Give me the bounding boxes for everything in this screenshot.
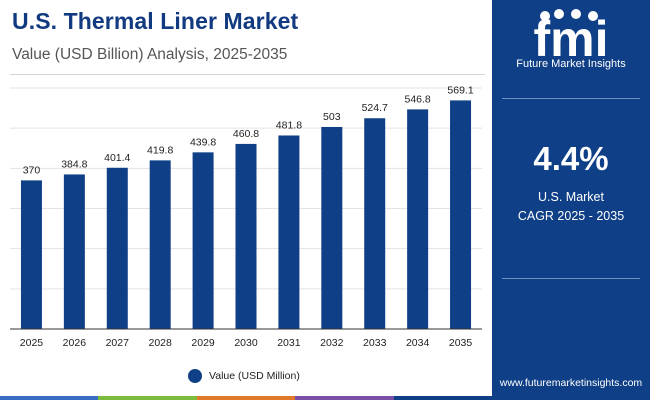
data-label-2032: 503	[323, 111, 341, 123]
cagr-label: U.S. Market CAGR 2025 - 2035	[492, 188, 650, 226]
header-divider	[10, 74, 485, 75]
bar-2030	[235, 143, 257, 329]
x-tick-label-2032: 2032	[320, 337, 344, 349]
chart-legend: Value (USD Million)	[188, 369, 300, 383]
strip-segment	[98, 396, 197, 400]
bar-2031	[278, 135, 300, 329]
data-label-2034: 546.8	[404, 93, 430, 105]
chart-subtitle: Value (USD Billion) Analysis, 2025-2035	[12, 46, 288, 63]
cagr-label-market: U.S. Market	[538, 190, 604, 204]
bar-2029	[192, 152, 214, 329]
bar-2032	[321, 126, 343, 329]
data-label-2027: 401.4	[104, 152, 130, 164]
data-label-2028: 419.8	[147, 144, 173, 156]
x-tick-label-2033: 2033	[363, 337, 387, 349]
panel-divider-bottom	[502, 278, 640, 279]
strip-segment	[196, 396, 296, 400]
panel-divider-top	[502, 98, 640, 99]
logo-globe-icon	[540, 11, 550, 21]
x-tick-label-2027: 2027	[106, 337, 130, 349]
bar-2028	[149, 160, 171, 329]
x-tick-label-2028: 2028	[149, 337, 173, 349]
fmi-logo: fmi	[534, 9, 609, 67]
data-label-2025: 370	[23, 164, 41, 176]
data-label-2035: 569.1	[447, 84, 473, 96]
data-label-2026: 384.8	[61, 158, 87, 170]
legend-label: Value (USD Million)	[209, 370, 300, 382]
x-tick-label-2029: 2029	[191, 337, 215, 349]
logo-chart-icon	[571, 9, 581, 19]
x-tick-label-2034: 2034	[406, 337, 430, 349]
strip-segment	[295, 396, 394, 400]
cagr-label-period: CAGR 2025 - 2035	[517, 209, 625, 223]
data-label-2029: 439.8	[190, 136, 216, 148]
data-label-2031: 481.8	[276, 119, 302, 131]
bottom-color-strip	[0, 396, 493, 400]
bar-2035	[450, 100, 472, 329]
legend-marker	[188, 369, 202, 383]
data-label-2033: 524.7	[362, 102, 388, 114]
bar-2034	[407, 109, 429, 329]
sidebar-panel: fmi Future Market Insights 4.4% U.S. Mar…	[492, 0, 650, 400]
x-tick-label-2035: 2035	[449, 337, 473, 349]
bar-2026	[63, 174, 85, 329]
x-tick-label-2026: 2026	[63, 337, 87, 349]
x-tick-label-2031: 2031	[277, 337, 301, 349]
logo-people-icon	[554, 9, 564, 19]
website-link[interactable]: www.futuremarketinsights.com	[499, 377, 643, 389]
bar-2025	[20, 180, 42, 329]
x-tick-label-2030: 2030	[234, 337, 258, 349]
data-label-2030: 460.8	[233, 128, 259, 140]
cagr-value: 4.4%	[533, 140, 609, 177]
brand-name: Future Market Insights	[516, 58, 626, 70]
logo-target-icon	[588, 11, 598, 21]
x-tick-label-2025: 2025	[20, 337, 44, 349]
strip-segment	[0, 396, 99, 400]
bar-2027	[106, 167, 128, 329]
chart-title: U.S. Thermal Liner Market	[12, 8, 299, 34]
strip-segment	[393, 396, 493, 400]
bar-chart: 370 2025 384.8 2026 401.4 2027 419.8 2028 439.8 2…	[10, 84, 482, 349]
bar-2033	[364, 118, 386, 329]
